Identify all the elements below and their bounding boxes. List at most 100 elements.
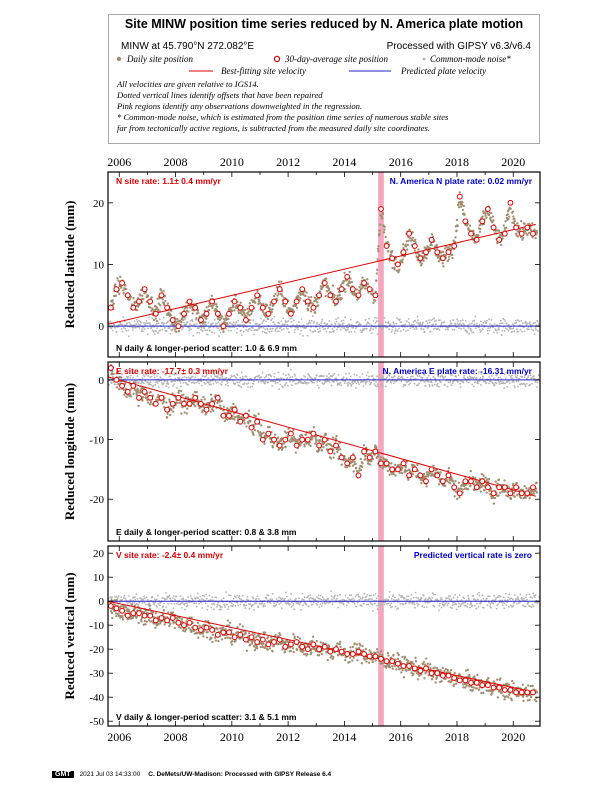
cm-noise-point <box>455 608 458 611</box>
cm-noise-point <box>407 595 410 598</box>
cm-noise-point <box>395 317 398 319</box>
cm-noise-point <box>450 598 453 600</box>
cm-noise-point <box>428 319 431 321</box>
daily-point <box>222 317 226 321</box>
daily-point <box>258 299 261 302</box>
cm-noise-point <box>431 385 434 387</box>
avg-point <box>282 436 289 443</box>
cm-noise-point <box>439 319 441 322</box>
cm-noise-point <box>141 377 144 379</box>
cm-noise-point <box>109 596 112 599</box>
daily-point <box>341 282 345 285</box>
cm-noise-point <box>354 595 357 598</box>
daily-point <box>280 448 284 451</box>
cm-noise-point <box>414 606 416 609</box>
cm-noise-point <box>474 381 477 383</box>
cm-noise-point <box>232 597 235 600</box>
avg-point <box>124 292 131 299</box>
daily-point <box>480 485 483 489</box>
cm-noise-point <box>183 321 185 324</box>
cm-noise-point <box>349 598 352 601</box>
daily-point <box>458 191 461 194</box>
cm-noise-point <box>446 385 449 388</box>
cm-noise-point <box>329 601 332 604</box>
daily-point <box>208 309 211 312</box>
daily-point <box>374 290 377 293</box>
cm-noise-point <box>491 374 493 377</box>
daily-point <box>176 401 179 405</box>
daily-point <box>386 241 389 244</box>
cm-noise-point <box>318 380 321 383</box>
avg-point <box>496 236 503 243</box>
cm-noise-point <box>530 328 533 331</box>
legend-pred-label: Predicted plate velocity <box>401 66 487 76</box>
cm-noise-point <box>271 593 274 595</box>
cm-noise-point <box>224 383 227 386</box>
cm-noise-point <box>473 323 476 326</box>
cm-noise-point <box>139 597 142 600</box>
cm-noise-point <box>387 602 390 605</box>
daily-point <box>303 443 306 446</box>
daily-point <box>301 434 304 437</box>
daily-point <box>189 306 192 309</box>
cm-noise-point <box>274 328 277 331</box>
cm-noise-point <box>110 597 113 600</box>
cm-noise-point <box>482 376 485 378</box>
cm-noise-point <box>231 323 234 325</box>
avg-point <box>136 298 142 305</box>
cm-noise-point <box>219 606 222 609</box>
daily-point <box>181 318 184 321</box>
cm-noise-point <box>207 377 210 379</box>
daily-point <box>237 414 241 418</box>
cm-noise-point <box>368 375 370 378</box>
cm-noise-point <box>324 602 327 605</box>
cm-noise-point <box>454 322 456 325</box>
cm-noise-point <box>462 322 465 325</box>
cm-noise-point <box>128 321 131 324</box>
daily-point <box>487 480 490 483</box>
cm-noise-point <box>181 376 184 379</box>
cm-noise-point <box>346 329 349 331</box>
cm-noise-point <box>409 327 411 330</box>
cm-noise-point <box>411 323 413 326</box>
daily-point <box>269 303 272 306</box>
cm-noise-point <box>161 328 164 331</box>
cm-noise-point <box>501 329 504 332</box>
cm-noise-point <box>408 323 411 326</box>
avg-point <box>428 466 435 473</box>
cm-noise-point <box>375 381 377 383</box>
cm-noise-point <box>412 321 415 323</box>
daily-point <box>270 310 273 314</box>
cm-noise-point <box>148 383 151 386</box>
cm-noise-point <box>340 320 343 322</box>
daily-point <box>504 490 507 493</box>
daily-point <box>493 496 497 500</box>
cm-noise-point <box>316 384 319 387</box>
cm-noise-point <box>145 372 148 375</box>
daily-point <box>252 433 255 437</box>
cm-noise-point <box>421 605 424 607</box>
daily-point <box>497 229 501 233</box>
cm-noise-point <box>195 381 198 384</box>
cm-noise-point <box>534 327 537 329</box>
cm-noise-point <box>206 608 209 611</box>
cm-noise-point <box>387 322 390 325</box>
cm-noise-point <box>302 335 304 337</box>
cm-noise-point <box>320 320 323 322</box>
cm-noise-point <box>183 376 186 378</box>
cm-noise-point <box>289 380 291 383</box>
cm-noise-point <box>327 376 330 379</box>
daily-point <box>405 240 408 243</box>
daily-point <box>512 482 515 486</box>
cm-noise-point <box>243 604 246 607</box>
cm-noise-point <box>440 606 443 609</box>
daily-point <box>213 399 217 403</box>
daily-point <box>229 306 232 310</box>
cm-noise-point <box>139 323 141 326</box>
cm-noise-point <box>346 382 349 384</box>
cm-noise-point <box>523 330 526 333</box>
cm-noise-point <box>171 328 174 331</box>
cm-noise-point <box>235 373 238 375</box>
cm-noise-point <box>511 330 514 333</box>
cm-noise-point <box>534 381 537 384</box>
